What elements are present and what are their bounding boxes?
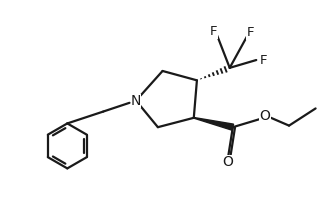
Text: O: O: [260, 109, 270, 123]
Text: F: F: [210, 26, 217, 38]
Text: F: F: [247, 26, 254, 39]
Text: O: O: [223, 156, 233, 169]
Text: F: F: [260, 53, 267, 66]
Polygon shape: [194, 117, 233, 130]
Text: N: N: [131, 94, 141, 108]
